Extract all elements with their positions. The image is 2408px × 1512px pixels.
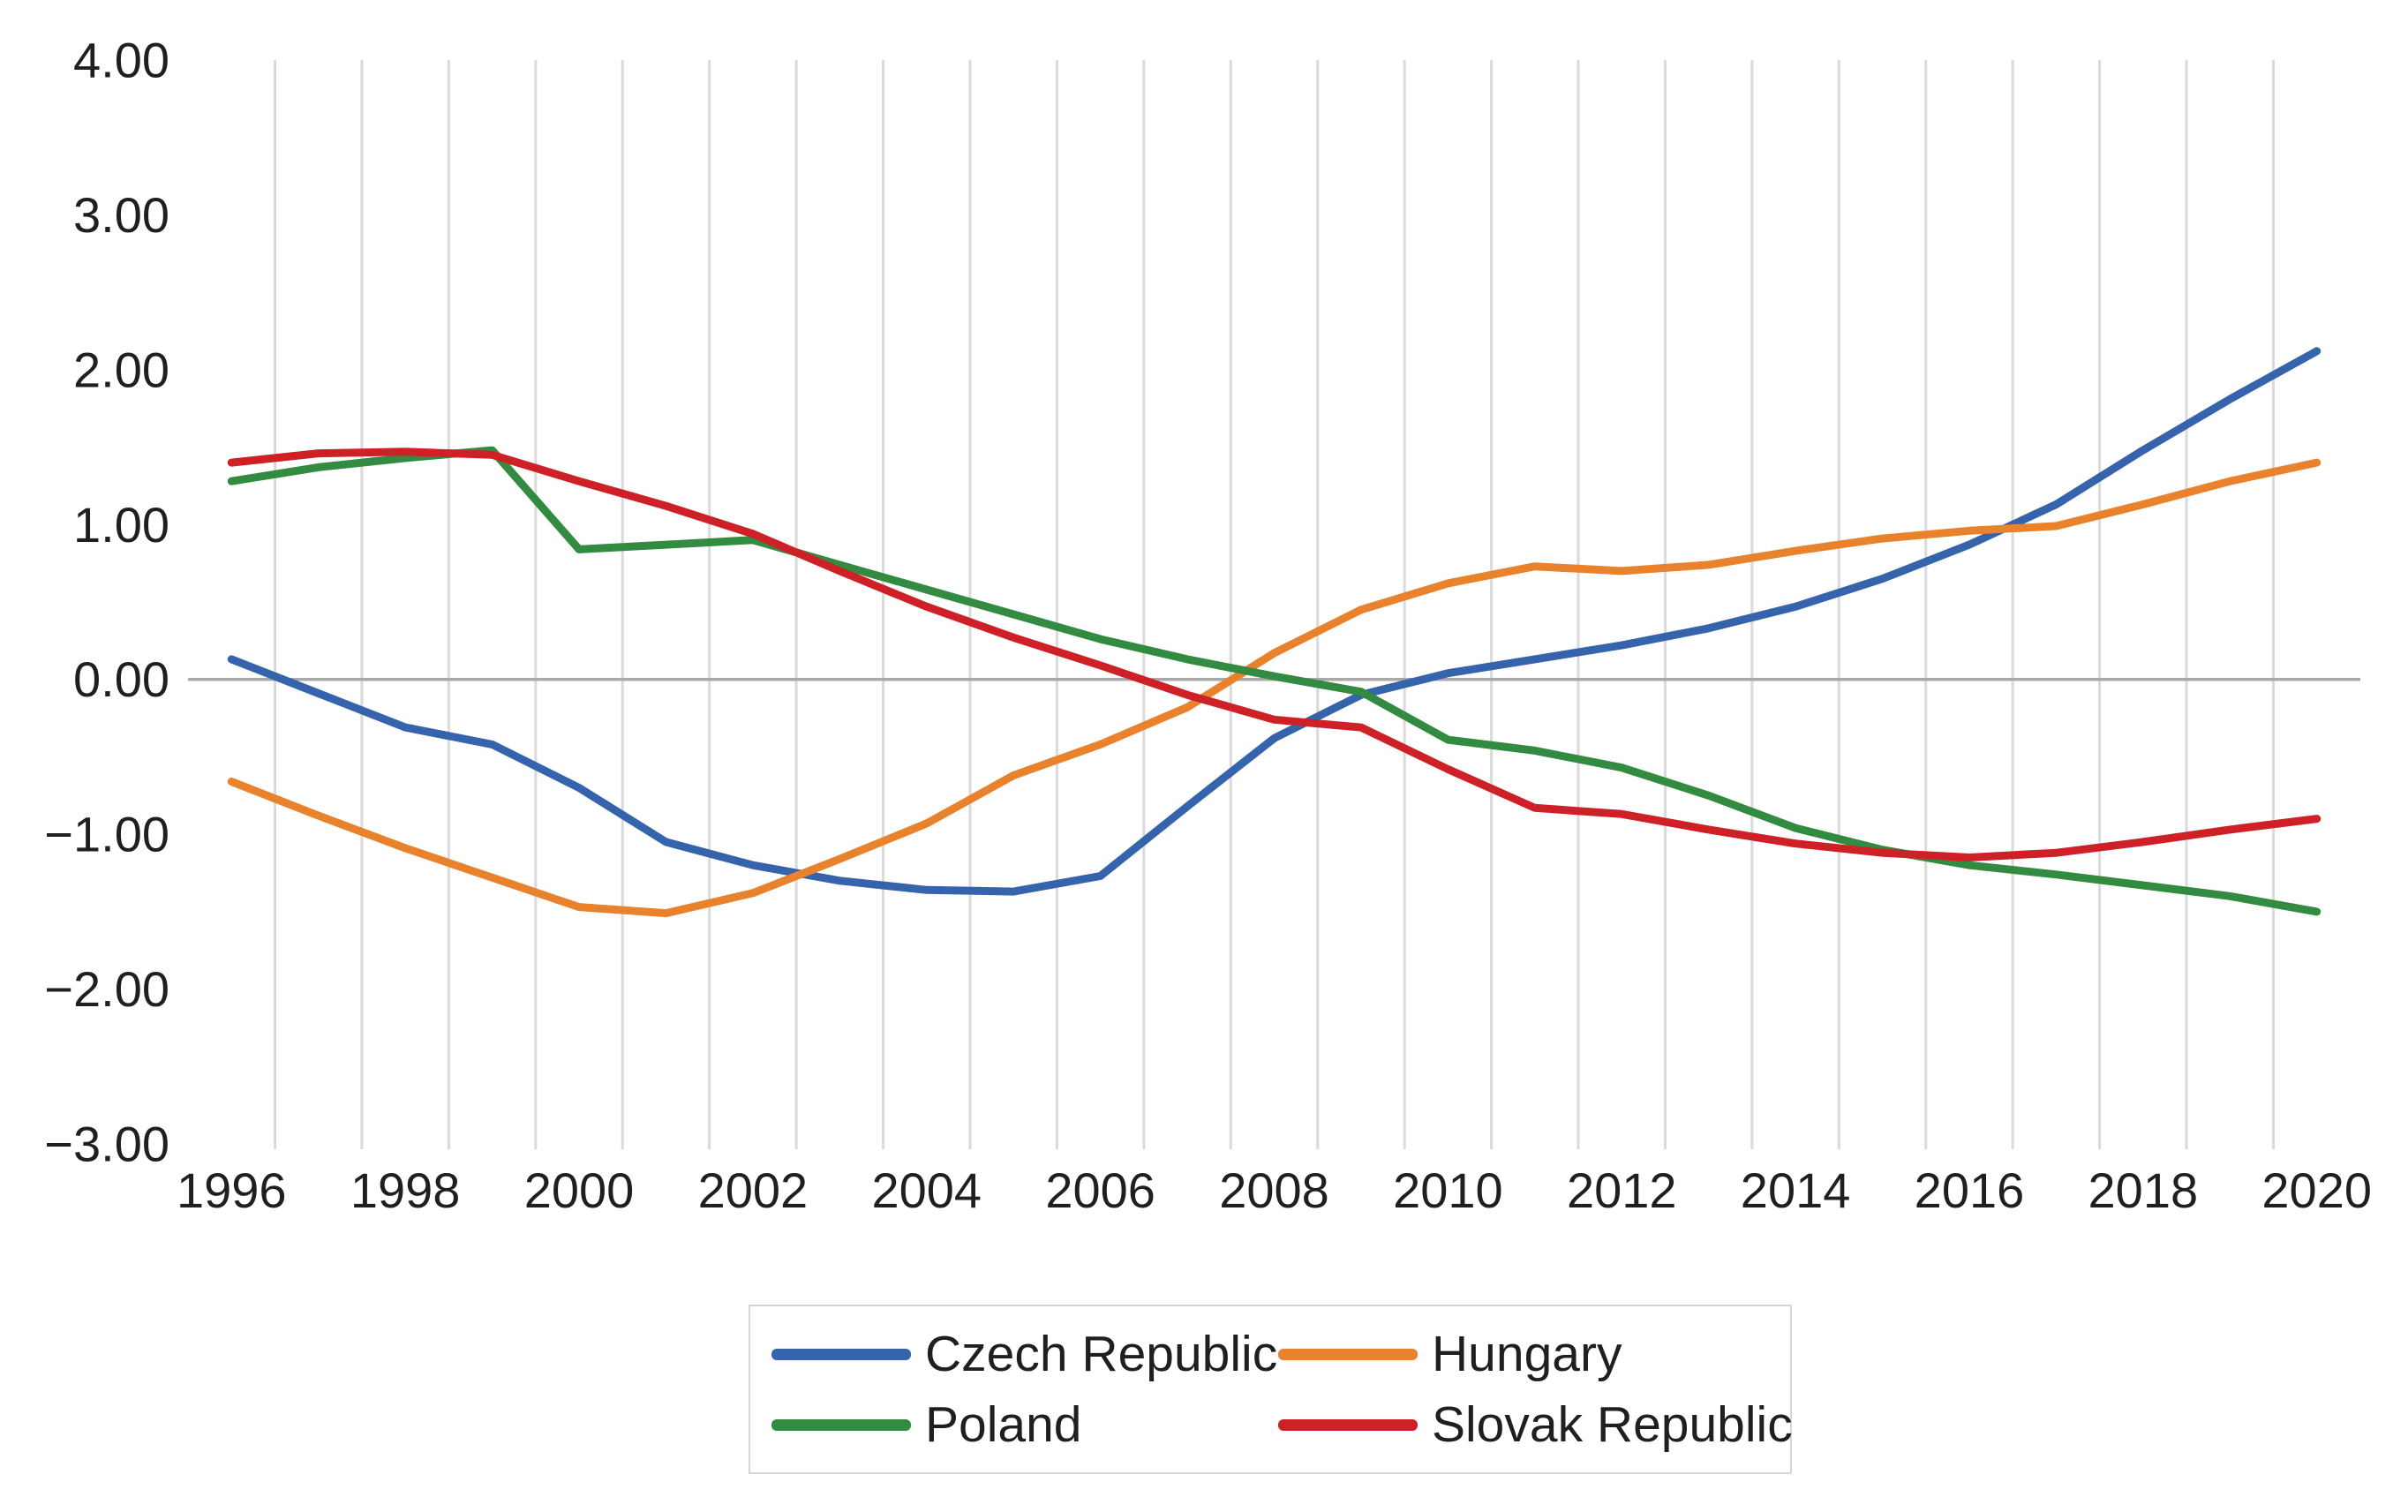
x-tick-label: 2014	[1741, 1162, 1851, 1218]
x-tick-label: 1998	[350, 1162, 461, 1218]
x-tick-label: 2004	[871, 1162, 982, 1218]
y-tick-label: 3.00	[73, 187, 169, 243]
x-tick-label: 2000	[524, 1162, 635, 1218]
legend-swatch-hungary	[1278, 1348, 1418, 1360]
x-tick-label: 2012	[1567, 1162, 1677, 1218]
y-tick-label: 1.00	[73, 497, 169, 553]
y-tick-label: −3.00	[44, 1117, 169, 1172]
legend-swatch-czech-republic	[771, 1348, 911, 1360]
legend-item-slovak-republic: Slovak Republic	[1278, 1389, 1793, 1460]
x-tick-label: 2018	[2088, 1162, 2199, 1218]
x-tick-label: 2006	[1045, 1162, 1155, 1218]
legend-item-poland: Poland	[771, 1389, 1278, 1460]
legend-swatch-poland	[771, 1418, 911, 1431]
x-tick-label: 2020	[2261, 1162, 2372, 1218]
y-tick-label: 2.00	[73, 342, 169, 397]
x-tick-label: 2010	[1393, 1162, 1503, 1218]
series-line-czech-republic	[227, 347, 2321, 896]
x-tick-label: 2016	[1915, 1162, 2025, 1218]
legend-swatch-slovak-republic	[1278, 1418, 1418, 1431]
y-tick-label: −1.00	[44, 807, 169, 862]
chart-legend: Czech Republic Hungary Poland Slovak Rep…	[749, 1305, 1793, 1474]
x-tick-label: 2008	[1219, 1162, 1329, 1218]
legend-label-hungary: Hungary	[1432, 1325, 1622, 1382]
legend-item-czech-republic: Czech Republic	[771, 1319, 1278, 1389]
legend-label-slovak-republic: Slovak Republic	[1432, 1395, 1793, 1453]
y-tick-label: −2.00	[44, 961, 169, 1017]
series-line-poland	[227, 446, 2321, 916]
y-tick-label: 4.00	[73, 33, 169, 88]
legend-label-poland: Poland	[925, 1395, 1082, 1453]
y-tick-label: 0.00	[73, 651, 169, 707]
x-tick-label: 1996	[177, 1162, 287, 1218]
series-line-slovak-republic	[227, 448, 2321, 861]
x-tick-label: 2002	[698, 1162, 809, 1218]
legend-item-hungary: Hungary	[1278, 1319, 1793, 1389]
series-line-hungary	[227, 458, 2321, 918]
legend-label-czech-republic: Czech Republic	[925, 1325, 1278, 1382]
